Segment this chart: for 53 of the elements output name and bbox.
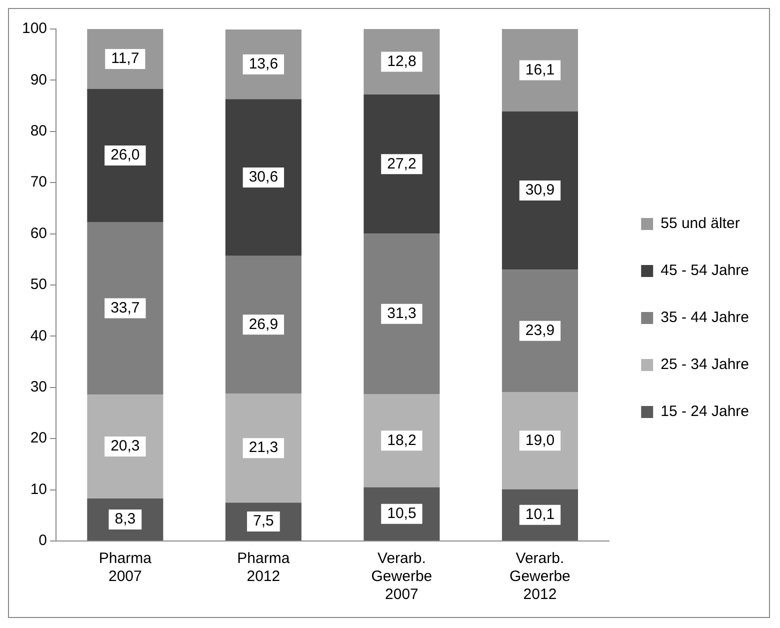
data-label: 21,3 bbox=[248, 439, 278, 456]
bar bbox=[502, 392, 578, 490]
bar bbox=[87, 88, 164, 222]
data-label: 8,3 bbox=[114, 510, 136, 528]
data-label: 26,9 bbox=[248, 316, 278, 333]
y-tick-label: 10 bbox=[30, 480, 48, 498]
bar bbox=[87, 222, 164, 395]
legend-label: 45 - 54 Jahre bbox=[660, 262, 749, 280]
data-label: 30,6 bbox=[248, 168, 278, 186]
bar bbox=[225, 256, 302, 394]
y-tick-label: 80 bbox=[30, 122, 48, 140]
y-tick-label: 90 bbox=[30, 71, 48, 88]
x-tick-label: Verarb. Gewerbe 2007 bbox=[371, 550, 432, 604]
data-label: 23,9 bbox=[525, 322, 555, 339]
data-label: 7,5 bbox=[253, 512, 274, 530]
y-tick-label: 60 bbox=[30, 224, 48, 242]
legend-label: 55 und älter bbox=[660, 215, 740, 232]
bar bbox=[364, 94, 440, 234]
x-tick-label: Verarb. Gewerbe 2012 bbox=[510, 550, 570, 604]
data-label: 19,0 bbox=[525, 432, 555, 449]
bar bbox=[502, 111, 578, 270]
bar bbox=[225, 99, 302, 256]
data-label: 13,6 bbox=[248, 55, 278, 72]
data-label: 10,5 bbox=[387, 505, 416, 522]
data-label: 11,7 bbox=[111, 50, 140, 68]
bar bbox=[87, 394, 164, 499]
y-tick-label: 70 bbox=[30, 174, 48, 191]
data-label: 10,1 bbox=[525, 506, 555, 524]
bar bbox=[502, 270, 578, 392]
bar bbox=[225, 394, 302, 503]
y-tick-label: 50 bbox=[30, 276, 48, 294]
data-label: 20,3 bbox=[110, 438, 140, 455]
data-label: 12,8 bbox=[387, 52, 416, 70]
bar bbox=[364, 234, 440, 394]
x-tick-label: Pharma 2007 bbox=[98, 550, 152, 586]
data-label: 33,7 bbox=[110, 299, 140, 316]
data-label: 18,2 bbox=[387, 432, 416, 449]
x-tick-label: Pharma 2012 bbox=[237, 550, 290, 586]
data-label: 27,2 bbox=[387, 155, 416, 172]
legend-label: 35 - 44 Jahre bbox=[660, 309, 749, 326]
bar bbox=[364, 394, 440, 488]
data-label: 31,3 bbox=[387, 305, 416, 322]
data-label: 30,9 bbox=[525, 182, 555, 199]
legend-label: 15 - 24 Jahre bbox=[660, 403, 749, 420]
y-tick-label: 30 bbox=[30, 378, 48, 396]
y-tick-label: 40 bbox=[30, 327, 48, 344]
y-tick-label: 100 bbox=[22, 20, 48, 38]
y-tick-label: 20 bbox=[30, 430, 48, 447]
data-label: 26,0 bbox=[110, 146, 140, 164]
data-label: 16,1 bbox=[525, 61, 555, 78]
y-tick-label: 0 bbox=[38, 532, 48, 550]
legend-label: 25 - 34 Jahre bbox=[660, 356, 749, 374]
bar bbox=[502, 29, 578, 112]
